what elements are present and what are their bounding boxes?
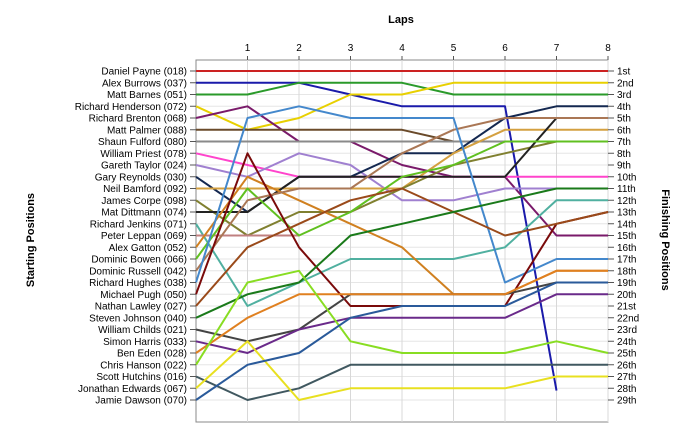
series-line: [195, 199, 608, 307]
driver-label: Gary Reynolds (030): [95, 172, 187, 183]
driver-label: Richard Jenkins (071): [90, 219, 187, 230]
driver-label: Ben Eden (028): [117, 349, 187, 360]
x-tick-label: 5: [451, 43, 457, 54]
position-label: 23rd: [617, 325, 637, 336]
series-line: [195, 269, 609, 366]
driver-label: Shaun Fulford (080): [98, 137, 187, 148]
driver-label: James Corpe (098): [101, 196, 187, 207]
starting-driver-labels: Daniel Payne (018)Alex Burrows (037)Matt…: [75, 67, 196, 407]
position-label: 16th: [617, 243, 636, 254]
series-line: [195, 281, 608, 401]
driver-label: Neil Bamford (092): [103, 184, 187, 195]
x-tick-label: 2: [296, 43, 302, 54]
position-label: 8th: [617, 149, 631, 160]
position-label: 19th: [617, 278, 636, 289]
driver-label: Richard Hughes (038): [89, 278, 187, 289]
position-label: 25th: [617, 349, 636, 360]
position-label: 6th: [617, 125, 631, 136]
x-tick-label: 8: [605, 43, 611, 54]
position-label: 12th: [617, 196, 636, 207]
position-label: 18th: [617, 266, 636, 277]
x-tick-label: 1: [245, 43, 251, 54]
x-tick-label: 6: [502, 43, 508, 54]
series-line: [196, 81, 608, 96]
x-axis-ticks: 1 2 3 4 5 6 7 8: [245, 43, 611, 60]
series-line: [195, 140, 608, 260]
series-line: [196, 81, 558, 391]
position-label: 29th: [617, 396, 636, 407]
position-label: 9th: [617, 161, 631, 172]
chart-title: Laps: [388, 14, 414, 26]
position-label: 3rd: [617, 90, 631, 101]
position-label: 28th: [617, 384, 636, 395]
driver-label: Jonathan Edwards (067): [78, 384, 187, 395]
driver-label: Michael Pugh (050): [100, 290, 187, 301]
driver-label: Daniel Payne (018): [101, 67, 187, 78]
position-label: 26th: [617, 360, 636, 371]
series-line: [195, 117, 608, 272]
driver-label: Simon Harris (033): [103, 337, 187, 348]
x-tick-label: 4: [399, 43, 405, 54]
position-label: 7th: [617, 137, 631, 148]
driver-label: Alex Gatton (052): [109, 243, 187, 254]
position-label: 11th: [617, 184, 636, 195]
driver-label: Richard Henderson (072): [75, 102, 187, 113]
driver-label: Mat Dittmann (074): [101, 208, 187, 219]
driver-label: Matt Palmer (088): [107, 125, 187, 136]
driver-label: Gareth Taylor (024): [101, 161, 187, 172]
series-line: [195, 187, 609, 307]
x-tick-label: 7: [554, 43, 560, 54]
y-axis-label-left: Starting Positions: [25, 193, 37, 287]
finishing-position-labels: 1st2nd3rd4th5th6th7th8th9th10th11th12th1…: [608, 67, 639, 407]
y-axis-label-right: Finishing Positions: [659, 189, 671, 290]
position-label: 13th: [617, 208, 636, 219]
position-label: 10th: [617, 172, 636, 183]
series-lines: [195, 70, 609, 401]
series-line: [195, 293, 608, 354]
driver-label: Dominic Bowen (066): [91, 255, 187, 266]
series-line: [195, 363, 608, 401]
driver-label: Matt Barnes (051): [107, 90, 187, 101]
position-label: 24th: [617, 337, 636, 348]
series-line: [195, 152, 608, 202]
driver-label: Scott Hutchins (016): [96, 372, 187, 383]
series-line: [195, 269, 608, 354]
driver-label: Peter Leppan (069): [101, 231, 187, 242]
driver-label: Steven Johnson (040): [89, 313, 187, 324]
position-label: 27th: [617, 372, 636, 383]
position-label: 1st: [617, 67, 631, 78]
position-label: 14th: [617, 219, 636, 230]
x-tick-label: 3: [348, 43, 354, 54]
driver-label: Chris Hanson (022): [100, 360, 187, 371]
position-label: 17th: [617, 255, 636, 266]
driver-label: Richard Brenton (068): [89, 114, 187, 125]
driver-label: Nathan Lawley (027): [95, 302, 187, 313]
driver-label: Jamie Dawson (070): [95, 396, 187, 407]
driver-label: Dominic Russell (042): [89, 266, 187, 277]
position-label: 20th: [617, 290, 636, 301]
plot-area: [195, 59, 609, 423]
driver-label: William Childs (021): [98, 325, 187, 336]
position-label: 22nd: [617, 313, 639, 324]
series-line: [195, 105, 608, 284]
position-label: 15th: [617, 231, 636, 242]
driver-label: William Priest (078): [100, 149, 187, 160]
position-label: 4th: [617, 102, 631, 113]
series-line: [195, 187, 608, 319]
driver-label: Alex Burrows (037): [102, 78, 187, 89]
series-line: [195, 81, 608, 131]
position-label: 2nd: [617, 78, 634, 89]
position-label: 5th: [617, 114, 631, 125]
position-label: 21st: [617, 302, 636, 313]
